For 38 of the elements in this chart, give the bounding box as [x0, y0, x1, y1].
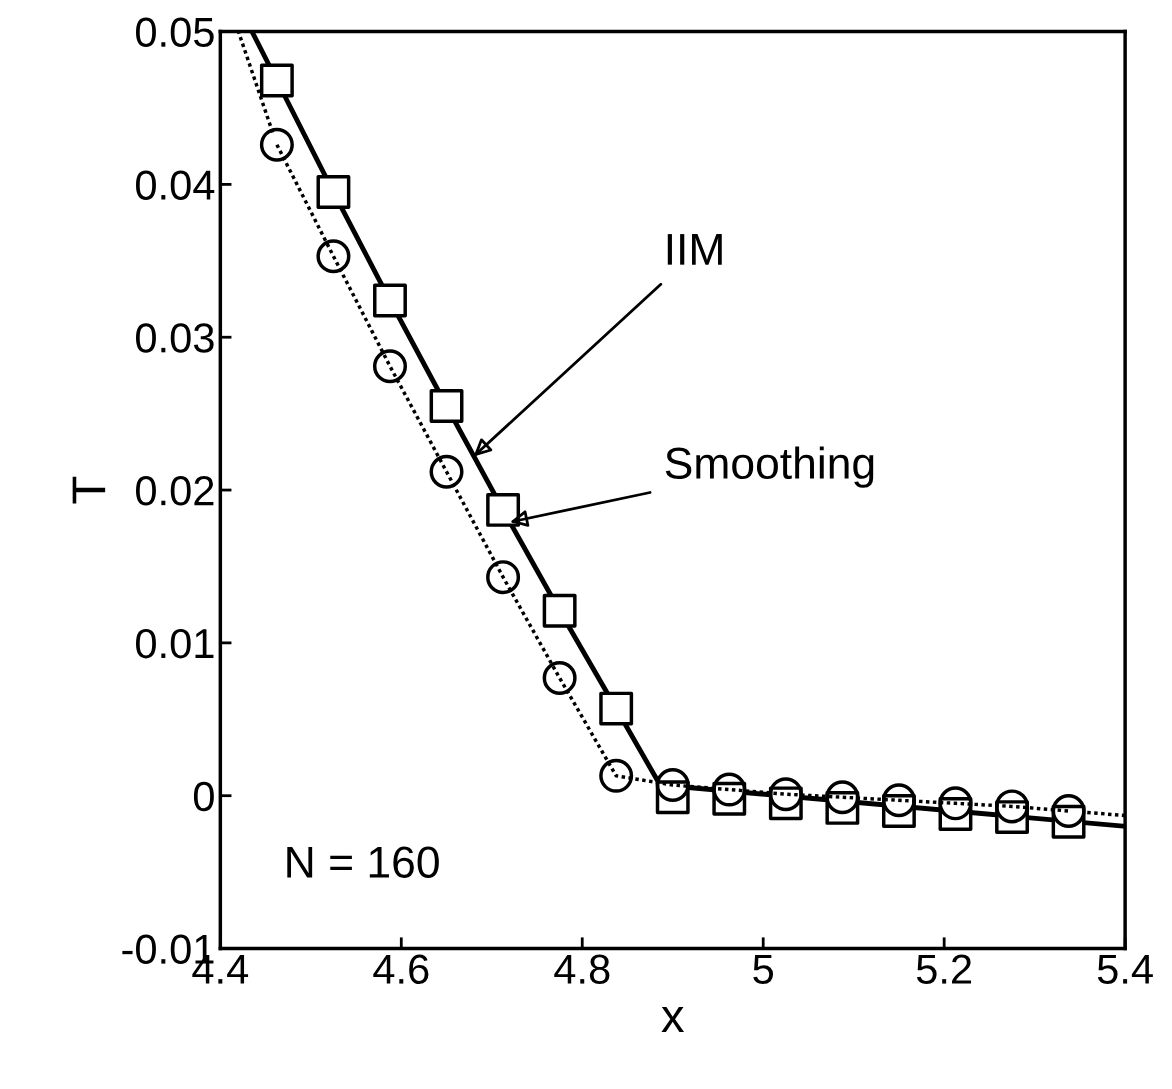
- point: [316, 239, 351, 274]
- point: [599, 758, 634, 793]
- point: [259, 63, 294, 98]
- point: [938, 786, 973, 821]
- y-tick-label: 0.05: [136, 17, 214, 48]
- y-tick-label: 0.03: [136, 323, 214, 353]
- y-tick-label: 0.02: [136, 476, 214, 506]
- point: [655, 767, 690, 803]
- annotation: N = 160: [287, 846, 439, 878]
- point: [1051, 793, 1086, 828]
- point: [542, 593, 577, 628]
- point: [768, 777, 803, 812]
- point: [372, 349, 407, 384]
- point: [712, 772, 747, 807]
- x-tick-label: 5.2: [916, 954, 972, 984]
- point: [429, 389, 464, 423]
- point: [486, 492, 521, 527]
- point: [881, 783, 916, 818]
- y-axis-title: T: [72, 476, 106, 504]
- x-tick-label: 5: [753, 954, 774, 984]
- point: [599, 691, 634, 726]
- annotation: IIM: [667, 234, 722, 265]
- point: [995, 789, 1030, 824]
- annotation: Smoothing: [665, 446, 874, 488]
- x-tick-label: 4.6: [373, 954, 429, 984]
- point: [373, 283, 407, 318]
- y-tick-label: 0.04: [136, 170, 215, 200]
- x-axis-title: x: [661, 1007, 685, 1032]
- y-tick-label: 0: [193, 781, 214, 812]
- point: [486, 560, 521, 595]
- x-tick-label: 5.4: [1097, 954, 1153, 984]
- point: [316, 175, 351, 209]
- point: [429, 454, 464, 489]
- x-tick-label: 4.8: [554, 954, 610, 984]
- y-tick-label: 0.01: [136, 628, 214, 659]
- point: [259, 127, 294, 162]
- point: [542, 661, 577, 696]
- point: [825, 780, 860, 815]
